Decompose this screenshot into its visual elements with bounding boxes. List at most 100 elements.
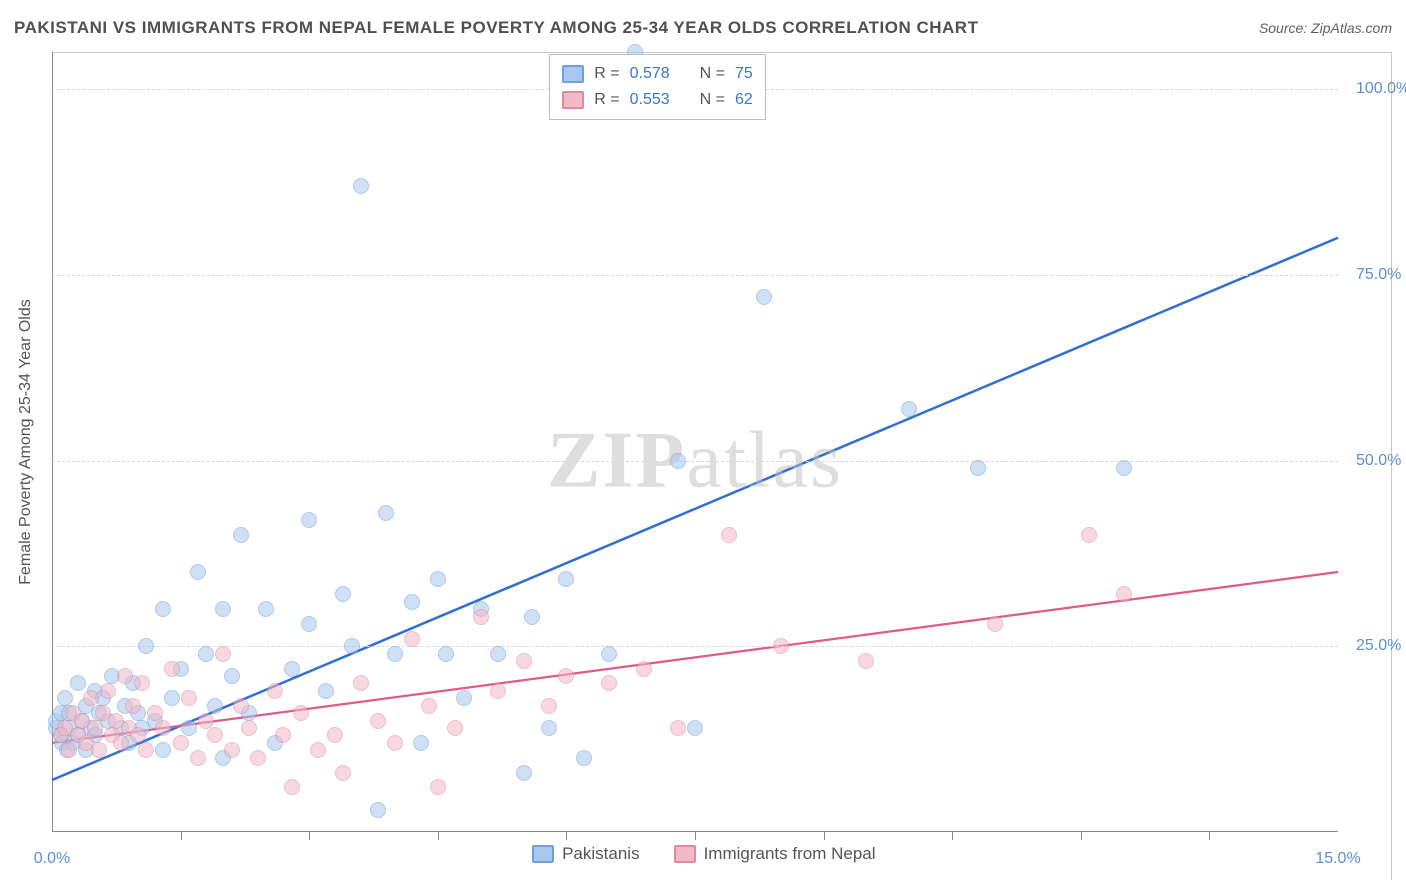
data-point (181, 690, 197, 706)
data-point (267, 683, 283, 699)
data-point (1116, 460, 1132, 476)
data-point (293, 705, 309, 721)
data-point (353, 178, 369, 194)
data-point (250, 750, 266, 766)
data-point (173, 735, 189, 751)
corr-r-label: R = (594, 65, 619, 83)
data-point (233, 527, 249, 543)
data-point (430, 571, 446, 587)
data-point (1116, 586, 1132, 602)
legend-label: Pakistanis (562, 844, 639, 864)
data-point (134, 675, 150, 691)
data-point (370, 802, 386, 818)
corr-n-label: N = (700, 65, 725, 83)
data-point (190, 750, 206, 766)
x-tick-minor (952, 832, 953, 840)
data-point (576, 750, 592, 766)
gridline-h (52, 646, 1338, 647)
x-tick-minor (181, 832, 182, 840)
data-point (91, 742, 107, 758)
data-point (138, 742, 154, 758)
corr-r-value: 0.578 (630, 65, 670, 83)
data-point (687, 720, 703, 736)
legend-swatch (674, 845, 696, 863)
data-point (130, 727, 146, 743)
data-point (601, 646, 617, 662)
gridline-h (52, 461, 1338, 462)
data-point (447, 720, 463, 736)
corr-n-value: 62 (735, 91, 753, 109)
data-point (456, 690, 472, 706)
data-point (756, 289, 772, 305)
data-point (1081, 527, 1097, 543)
data-point (670, 720, 686, 736)
data-point (117, 668, 133, 684)
data-point (404, 594, 420, 610)
x-tick-minor (1209, 832, 1210, 840)
data-point (473, 609, 489, 625)
data-point (558, 571, 574, 587)
data-point (516, 765, 532, 781)
data-point (284, 779, 300, 795)
data-point (901, 401, 917, 417)
x-tick-minor (1081, 832, 1082, 840)
data-point (241, 720, 257, 736)
data-point (138, 638, 154, 654)
data-point (344, 638, 360, 654)
data-point (198, 713, 214, 729)
data-point (541, 720, 557, 736)
legend-swatch (562, 65, 584, 83)
legend-swatch (532, 845, 554, 863)
data-point (113, 735, 129, 751)
data-point (87, 720, 103, 736)
data-point (987, 616, 1003, 632)
data-point (190, 564, 206, 580)
x-tick-minor (309, 832, 310, 840)
data-point (516, 653, 532, 669)
x-tick-label: 0.0% (34, 850, 70, 868)
data-point (858, 653, 874, 669)
data-point (438, 646, 454, 662)
data-point (353, 675, 369, 691)
data-point (155, 742, 171, 758)
data-point (215, 601, 231, 617)
data-point (181, 720, 197, 736)
data-point (335, 765, 351, 781)
data-point (387, 646, 403, 662)
data-point (413, 735, 429, 751)
legend-swatch (562, 91, 584, 109)
data-point (57, 690, 73, 706)
data-point (318, 683, 334, 699)
data-point (773, 638, 789, 654)
data-point (601, 675, 617, 691)
data-point (215, 646, 231, 662)
corr-legend-row: R =0.578N =75 (562, 61, 753, 87)
data-point (164, 661, 180, 677)
x-tick-minor (695, 832, 696, 840)
data-point (327, 727, 343, 743)
data-point (83, 690, 99, 706)
data-point (284, 661, 300, 677)
data-point (155, 601, 171, 617)
data-point (125, 698, 141, 714)
y-tick-label: 100.0% (1356, 80, 1406, 98)
chart-title: PAKISTANI VS IMMIGRANTS FROM NEPAL FEMAL… (14, 18, 978, 38)
data-point (258, 601, 274, 617)
data-point (636, 661, 652, 677)
plot-area: ZIPatlas 25.0%50.0%75.0%100.0%0.0%15.0% (52, 52, 1338, 832)
data-point (198, 646, 214, 662)
data-point (421, 698, 437, 714)
legend-item: Pakistanis (532, 844, 639, 864)
corr-legend-row: R =0.553N =62 (562, 87, 753, 113)
data-point (404, 631, 420, 647)
data-point (490, 646, 506, 662)
data-point (721, 527, 737, 543)
legend-item: Immigrants from Nepal (674, 844, 876, 864)
x-tick-label: 15.0% (1315, 850, 1360, 868)
data-point (524, 609, 540, 625)
data-point (233, 698, 249, 714)
y-tick-label: 50.0% (1356, 452, 1401, 470)
data-point (100, 683, 116, 699)
data-point (301, 616, 317, 632)
data-point (490, 683, 506, 699)
